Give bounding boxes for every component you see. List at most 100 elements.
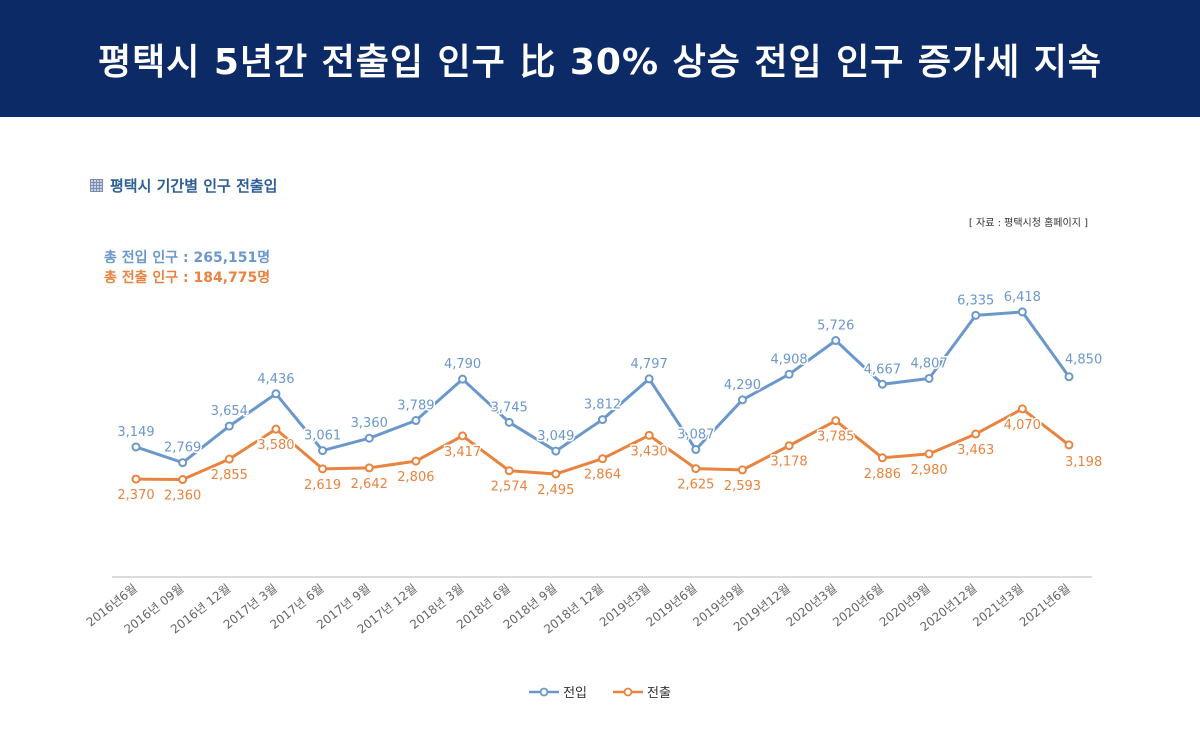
x-tick-label: 2021년3월 (970, 581, 1026, 629)
data-label-in: 3,149 (117, 425, 154, 440)
data-label-out: 2,625 (677, 478, 714, 493)
source-note: [ 자료 : 평택시청 홈페이지 ] (968, 218, 1088, 229)
data-point-out (737, 465, 747, 475)
totals-box: 총 전입 인구 : 265,151명 총 전출 인구 : 184,775명 (104, 248, 270, 288)
data-label-out: 2,886 (864, 467, 901, 482)
data-point-out (1017, 404, 1027, 414)
data-label-out: 2,370 (117, 488, 154, 503)
x-tick-label: 2020년3월 (783, 581, 839, 629)
data-label-in: 4,667 (864, 362, 901, 377)
legend-item-out: 전출 (613, 682, 671, 701)
data-label-in: 4,436 (257, 372, 294, 387)
x-tick-label: 2019년3월 (597, 581, 653, 629)
data-label-out: 2,806 (397, 470, 434, 485)
data-label-out: 2,495 (537, 483, 574, 498)
data-point-in (1064, 372, 1074, 382)
data-label-out: 3,580 (257, 438, 294, 453)
data-label-in: 6,335 (957, 293, 994, 308)
data-point-out (224, 454, 234, 464)
data-label-in: 4,908 (770, 352, 807, 367)
data-label-in: 5,726 (817, 319, 854, 334)
data-point-in (224, 421, 234, 431)
data-label-out: 3,178 (770, 455, 807, 470)
x-tick-label: 2021년6월 (1017, 581, 1073, 629)
data-point-in (877, 379, 887, 389)
data-label-out: 2,980 (910, 463, 947, 478)
page-title: 평택시 5년간 전출입 인구 比 30% 상승 전입 인구 증가세 지속 (97, 41, 1103, 83)
data-label-out: 2,593 (724, 479, 761, 494)
title-banner: 평택시 5년간 전출입 인구 比 30% 상승 전입 인구 증가세 지속 (0, 0, 1200, 117)
total-out-text: 총 전출 인구 : 184,775명 (104, 270, 271, 286)
data-label-out: 2,360 (164, 489, 201, 504)
data-point-out (691, 464, 701, 474)
data-point-out (458, 431, 468, 441)
data-point-out (598, 454, 607, 464)
data-point-in (924, 373, 934, 383)
data-point-in (271, 389, 281, 399)
chart-title: 평택시 기간별 인구 전출입 (90, 175, 277, 196)
data-point-out (178, 475, 188, 485)
legend-swatch-out (613, 687, 643, 696)
data-label-out: 4,070 (1004, 418, 1041, 433)
data-label-out: 3,430 (631, 444, 668, 459)
data-label-in: 3,654 (211, 404, 248, 419)
data-label-in: 4,797 (631, 357, 668, 372)
data-label-in: 4,850 (1065, 353, 1102, 368)
data-point-in (971, 310, 981, 320)
data-point-in (1017, 307, 1027, 317)
data-label-in: 3,812 (584, 398, 621, 413)
legend-item-in: 전입 (529, 682, 587, 701)
data-label-out: 2,642 (351, 477, 388, 492)
chart-title-text: 평택시 기간별 인구 전출입 (110, 177, 278, 195)
data-label-out: 3,463 (957, 443, 994, 458)
data-label-out: 2,864 (584, 468, 621, 483)
data-point-out (877, 453, 887, 463)
data-label-out: 3,785 (817, 430, 854, 445)
data-point-in (458, 374, 468, 384)
data-label-out: 2,855 (211, 468, 248, 483)
data-label-out: 3,198 (1065, 455, 1102, 470)
data-label-out: 2,619 (304, 478, 341, 493)
data-label-in: 3,360 (351, 416, 388, 431)
data-label-in: 3,087 (677, 428, 714, 443)
data-point-in (551, 446, 561, 456)
data-label-in: 2,769 (164, 441, 201, 456)
data-point-in (598, 415, 607, 425)
data-point-out (364, 463, 374, 473)
data-point-in (131, 442, 141, 452)
data-point-in (504, 417, 514, 427)
data-point-out (784, 441, 794, 451)
data-point-out (131, 474, 141, 484)
data-point-out (504, 466, 514, 476)
legend-swatch-in (529, 687, 560, 696)
legend: 전입 전출 (0, 682, 1200, 701)
data-point-in (691, 445, 701, 455)
data-point-out (318, 464, 328, 474)
data-point-out (271, 424, 281, 434)
data-point-out (924, 449, 934, 459)
legend-label-in: 전입 (563, 686, 587, 701)
legend-label-out: 전출 (647, 686, 671, 701)
data-label-out: 2,574 (491, 480, 528, 495)
x-tick-label: 2020년6월 (830, 581, 886, 629)
data-point-out (971, 429, 981, 439)
data-point-in (318, 446, 328, 456)
data-label-in: 3,061 (304, 429, 341, 444)
data-label-in: 3,049 (537, 429, 574, 444)
data-label-in: 6,418 (1004, 290, 1041, 305)
data-point-in (831, 336, 841, 346)
data-point-out (551, 469, 561, 479)
data-point-out (644, 430, 654, 440)
data-label-in: 4,290 (724, 378, 761, 393)
data-point-in (784, 369, 794, 379)
data-point-out (831, 416, 841, 426)
data-label-out: 3,417 (444, 445, 481, 460)
data-point-out (411, 456, 421, 466)
data-point-in (178, 458, 188, 468)
data-label-in: 4,790 (444, 357, 481, 372)
data-label-in: 4,807 (910, 356, 947, 371)
data-point-out (1064, 440, 1074, 450)
data-point-in (411, 416, 421, 426)
total-in-text: 총 전입 인구 : 265,151명 (104, 250, 271, 266)
